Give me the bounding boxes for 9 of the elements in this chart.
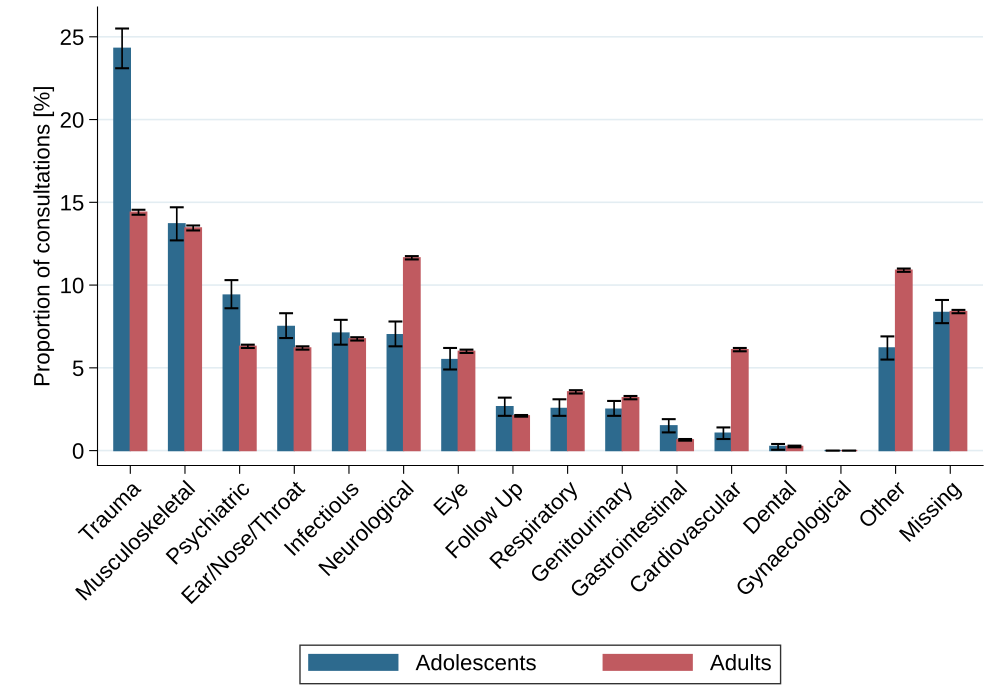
y-tick-label: 5 [72, 360, 84, 376]
y-tick-label: 0 [72, 443, 84, 459]
y-tick-label: 25 [60, 29, 84, 46]
y-tick-label: 10 [61, 278, 84, 294]
y-tick-label: 15 [61, 195, 84, 211]
legend-label: Adolescents [416, 654, 536, 670]
legend-label: Adults [710, 654, 771, 670]
y-tick-label: 20 [60, 112, 84, 128]
y-axis-title: Proportion of consultations [%] [33, 87, 54, 386]
